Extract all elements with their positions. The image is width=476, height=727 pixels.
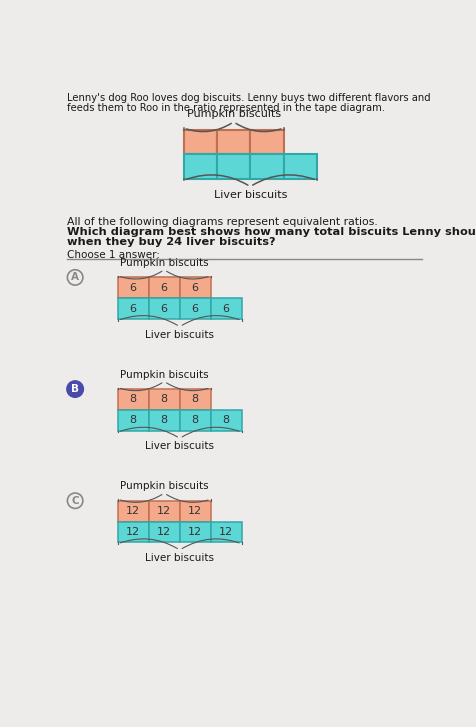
- Bar: [210, 521, 241, 542]
- Bar: [118, 501, 149, 521]
- Bar: [118, 278, 149, 298]
- Text: Pumpkin biscuits: Pumpkin biscuits: [119, 481, 208, 491]
- Bar: [210, 298, 241, 319]
- Text: Liver biscuits: Liver biscuits: [145, 330, 214, 340]
- Text: 6: 6: [222, 304, 229, 313]
- Bar: [149, 278, 179, 298]
- Bar: [118, 298, 149, 319]
- Bar: [179, 501, 210, 521]
- Bar: [149, 521, 179, 542]
- Circle shape: [67, 493, 83, 508]
- Text: A: A: [71, 273, 79, 282]
- Text: 8: 8: [160, 415, 168, 425]
- Circle shape: [67, 382, 83, 397]
- Text: 6: 6: [191, 283, 198, 293]
- Bar: [217, 129, 250, 154]
- Bar: [118, 389, 149, 410]
- Bar: [149, 389, 179, 410]
- Text: 8: 8: [129, 415, 137, 425]
- Text: Liver biscuits: Liver biscuits: [145, 553, 214, 563]
- Text: 8: 8: [191, 415, 198, 425]
- Text: 12: 12: [126, 506, 140, 516]
- Bar: [149, 501, 179, 521]
- Text: when they buy 24 liver biscuits?: when they buy 24 liver biscuits?: [67, 238, 275, 247]
- Bar: [149, 298, 179, 319]
- Text: 8: 8: [222, 415, 229, 425]
- Text: 12: 12: [157, 527, 171, 537]
- Circle shape: [67, 270, 83, 285]
- Text: 8: 8: [191, 395, 198, 404]
- Bar: [179, 278, 210, 298]
- Text: 6: 6: [191, 304, 198, 313]
- Bar: [179, 298, 210, 319]
- Bar: [250, 129, 283, 154]
- Bar: [149, 410, 179, 430]
- Text: 8: 8: [160, 395, 168, 404]
- Text: All of the following diagrams represent equivalent ratios.: All of the following diagrams represent …: [67, 217, 377, 227]
- Text: Pumpkin biscuits: Pumpkin biscuits: [119, 258, 208, 268]
- Text: 6: 6: [129, 283, 137, 293]
- Bar: [118, 521, 149, 542]
- Bar: [179, 389, 210, 410]
- Text: Pumpkin biscuits: Pumpkin biscuits: [119, 370, 208, 379]
- Bar: [210, 410, 241, 430]
- Bar: [283, 154, 316, 179]
- Text: 8: 8: [129, 395, 137, 404]
- Text: Lenny's dog Roo loves dog biscuits. Lenny buys two different flavors and: Lenny's dog Roo loves dog biscuits. Lenn…: [67, 93, 430, 103]
- Text: Liver biscuits: Liver biscuits: [213, 190, 287, 200]
- Text: 6: 6: [160, 304, 168, 313]
- Text: 12: 12: [126, 527, 140, 537]
- Bar: [179, 521, 210, 542]
- Text: Which diagram best shows how many total biscuits Lenny should buy: Which diagram best shows how many total …: [67, 228, 476, 238]
- Text: 12: 12: [188, 527, 202, 537]
- Text: C: C: [71, 496, 79, 506]
- Bar: [118, 410, 149, 430]
- Text: B: B: [71, 384, 79, 394]
- Bar: [179, 410, 210, 430]
- Bar: [217, 154, 250, 179]
- Text: 12: 12: [157, 506, 171, 516]
- Text: feeds them to Roo in the ratio represented in the tape diagram.: feeds them to Roo in the ratio represent…: [67, 103, 385, 113]
- Text: 6: 6: [160, 283, 168, 293]
- Text: Pumpkin biscuits: Pumpkin biscuits: [186, 109, 280, 119]
- Bar: [183, 129, 217, 154]
- Text: 12: 12: [188, 506, 202, 516]
- Text: 12: 12: [219, 527, 233, 537]
- Text: 6: 6: [129, 304, 137, 313]
- Text: Liver biscuits: Liver biscuits: [145, 441, 214, 451]
- Text: Choose 1 answer:: Choose 1 answer:: [67, 249, 160, 260]
- Bar: [183, 154, 217, 179]
- Bar: [250, 154, 283, 179]
